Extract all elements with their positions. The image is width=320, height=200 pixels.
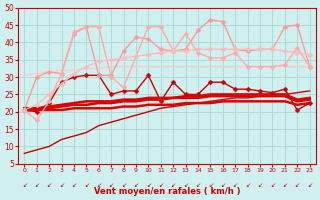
X-axis label: Vent moyen/en rafales ( km/h ): Vent moyen/en rafales ( km/h ) (94, 187, 240, 196)
